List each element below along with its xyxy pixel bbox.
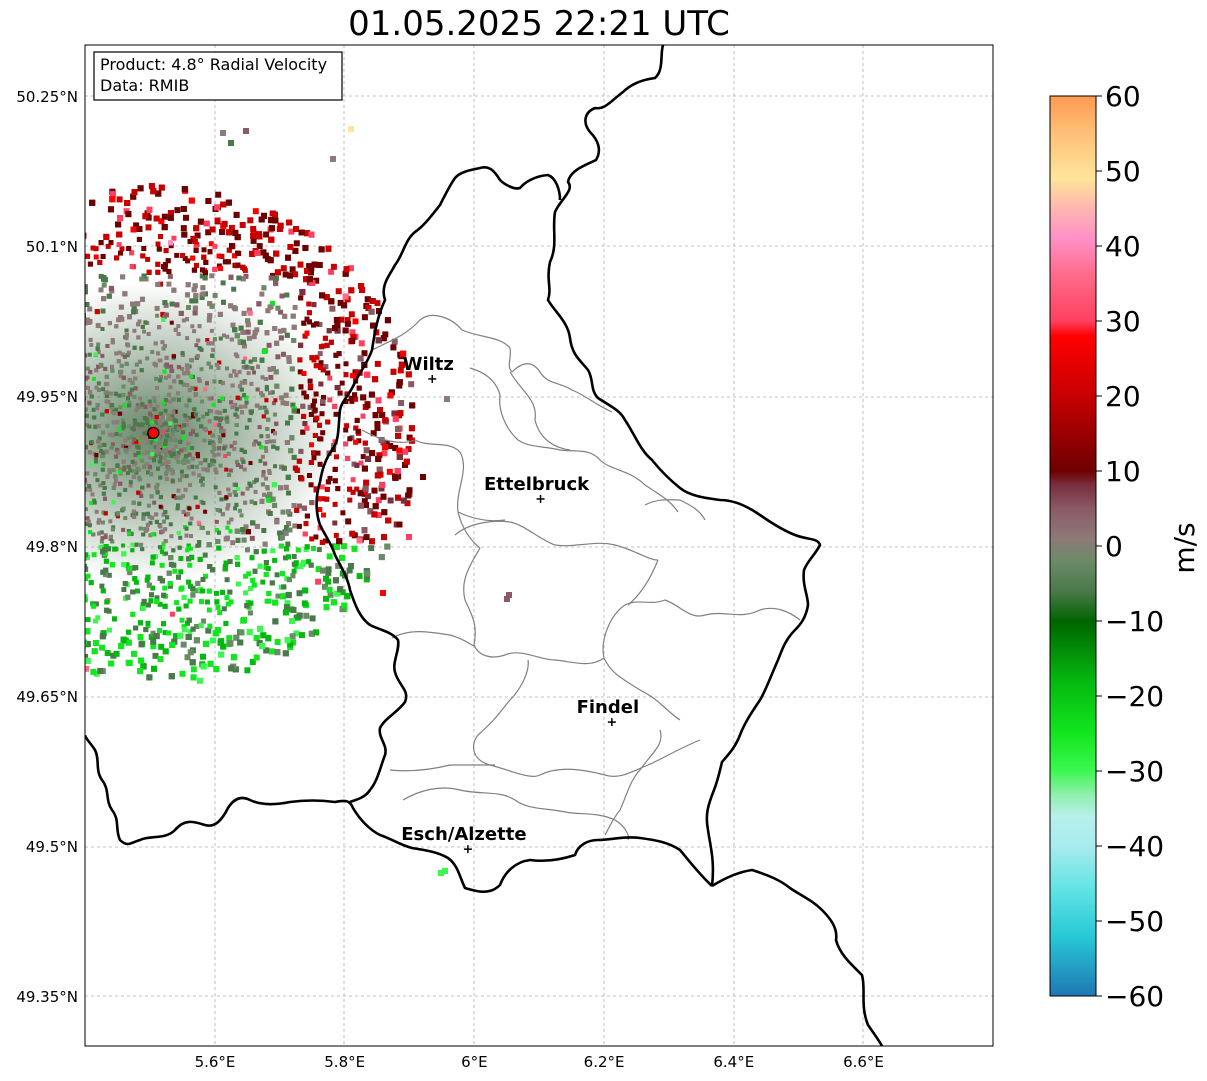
- colorbar-tick-label: 40: [1105, 230, 1141, 263]
- city-labels: Wiltz Ettelbruck Findel Esch/Alzette: [401, 354, 640, 854]
- country-borders: [85, 45, 884, 1046]
- lon-tick-label: 6.2°E: [584, 1053, 625, 1071]
- city-marker: [607, 718, 616, 727]
- map-title: 01.05.2025 22:21 UTC: [348, 4, 730, 44]
- info-box: Product: 4.8° Radial Velocity Data: RMIB: [93, 51, 343, 101]
- colorbar-tick-label: −40: [1105, 830, 1164, 863]
- colorbar-tick-label: −60: [1105, 980, 1164, 1013]
- info-product: Product: 4.8° Radial Velocity: [100, 55, 327, 74]
- canton-borders: [361, 315, 801, 841]
- colorbar-gradient: [1049, 95, 1097, 997]
- radar-echoes: [85, 126, 512, 876]
- colorbar: 60 50 40 30 20 10 0 −10 −20 −30 −40 −50 −60 m/s: [1049, 80, 1201, 1013]
- colorbar-tick-label: −50: [1105, 905, 1164, 938]
- longitude-ticks: 5.6°E 5.8°E 6°E 6.2°E 6.4°E 6.6°E: [195, 1053, 884, 1071]
- lon-tick-label: 6°E: [461, 1053, 488, 1071]
- lon-tick-label: 5.6°E: [195, 1053, 236, 1071]
- city-marker: [428, 374, 437, 383]
- lat-tick-label: 49.35°N: [16, 988, 78, 1006]
- colorbar-tick-label: 50: [1105, 155, 1141, 188]
- city-name: Wiltz: [403, 354, 454, 375]
- axes-frame: [84, 44, 994, 1047]
- lon-tick-label: 6.4°E: [713, 1053, 754, 1071]
- city-marker: [463, 845, 472, 854]
- lat-tick-label: 49.95°N: [16, 388, 78, 406]
- colorbar-label: m/s: [1168, 522, 1201, 573]
- lat-tick-label: 49.65°N: [16, 688, 78, 706]
- info-data-source: Data: RMIB: [100, 76, 189, 95]
- lon-tick-label: 5.8°E: [324, 1053, 365, 1071]
- colorbar-ticks: 60 50 40 30 20 10 0 −10 −20 −30 −40 −50 −60: [1096, 80, 1164, 1013]
- lat-tick-label: 50.25°N: [16, 88, 78, 106]
- lat-tick-label: 49.8°N: [26, 538, 78, 556]
- colorbar-tick-label: 30: [1105, 305, 1141, 338]
- colorbar-tick-label: 10: [1105, 455, 1141, 488]
- colorbar-tick-label: −20: [1105, 680, 1164, 713]
- colorbar-tick-label: 60: [1105, 80, 1141, 113]
- colorbar-tick-label: 0: [1105, 530, 1123, 563]
- radar-site-marker: [147, 426, 160, 440]
- lon-tick-label: 6.6°E: [843, 1053, 884, 1071]
- lat-tick-label: 49.5°N: [26, 838, 78, 856]
- lat-tick-label: 50.1°N: [26, 238, 78, 256]
- colorbar-tick-label: 20: [1105, 380, 1141, 413]
- latitude-ticks: 50.25°N 50.1°N 49.95°N 49.8°N 49.65°N 49.5°N 4…: [16, 88, 78, 1006]
- city-name: Findel: [577, 697, 640, 718]
- city-name: Ettelbruck: [484, 474, 590, 495]
- colorbar-tick-label: −10: [1105, 605, 1164, 638]
- city-name: Esch/Alzette: [401, 824, 526, 845]
- city-marker: [536, 494, 545, 503]
- colorbar-tick-label: −30: [1105, 755, 1164, 788]
